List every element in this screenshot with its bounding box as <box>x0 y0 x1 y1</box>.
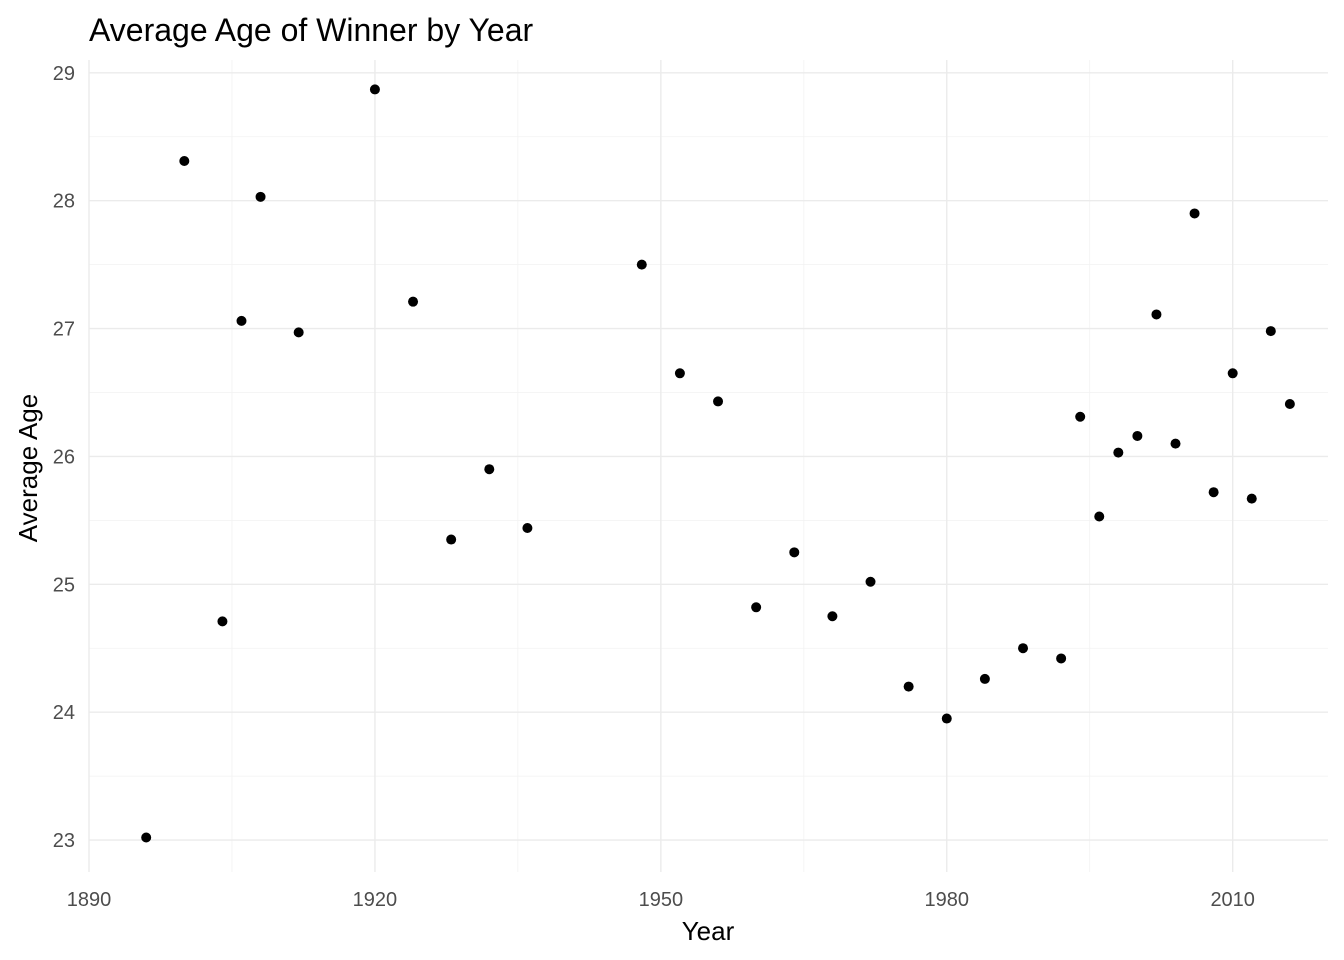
major-gridlines <box>88 60 1328 872</box>
x-tick-label: 1890 <box>67 889 112 911</box>
x-tick-label: 2010 <box>1210 889 1255 911</box>
data-point <box>1189 208 1200 219</box>
y-tick-label: 25 <box>53 574 75 596</box>
y-axis-tick-labels: 23 24 25 26 27 28 29 <box>53 63 75 852</box>
data-point <box>217 616 228 627</box>
data-point <box>865 576 876 587</box>
data-point <box>979 673 990 684</box>
data-point <box>789 547 800 558</box>
y-tick-label: 23 <box>53 830 75 852</box>
x-tick-label: 1920 <box>353 889 398 911</box>
data-point <box>1227 368 1238 379</box>
y-tick-label: 29 <box>53 63 75 85</box>
data-point <box>369 84 380 95</box>
data-point <box>713 396 724 407</box>
data-point <box>1113 447 1124 458</box>
data-point <box>408 296 419 307</box>
data-point <box>1151 309 1162 320</box>
x-axis-tick-labels: 1890 1920 1950 1980 2010 <box>67 889 1255 911</box>
data-point <box>1018 643 1029 654</box>
data-point <box>941 713 952 724</box>
data-point <box>1170 438 1181 449</box>
data-point <box>255 191 266 202</box>
x-axis-title: Year <box>682 916 735 946</box>
data-point <box>674 368 685 379</box>
data-point <box>1056 653 1067 664</box>
data-point <box>484 464 495 475</box>
data-point <box>446 534 457 545</box>
data-point <box>1284 398 1295 409</box>
y-tick-label: 26 <box>53 446 75 468</box>
data-point <box>1094 511 1105 522</box>
data-point <box>236 315 247 326</box>
y-tick-label: 28 <box>53 191 75 213</box>
y-tick-label: 24 <box>53 702 75 724</box>
x-tick-label: 1950 <box>639 889 684 911</box>
data-point <box>1075 411 1086 422</box>
minor-gridlines <box>89 60 1328 872</box>
data-points <box>141 84 1295 843</box>
data-point <box>293 327 304 338</box>
data-point <box>903 681 914 692</box>
data-point <box>1132 430 1143 441</box>
chart-title: Average Age of Winner by Year <box>89 12 534 48</box>
y-axis-title: Average Age <box>13 394 43 542</box>
data-point <box>1265 326 1276 337</box>
data-point <box>1208 487 1219 498</box>
data-point <box>827 611 838 622</box>
data-point <box>141 832 152 843</box>
data-point <box>522 523 533 534</box>
data-point <box>1246 493 1257 504</box>
data-point <box>751 602 762 613</box>
data-point <box>636 259 647 270</box>
data-point <box>179 156 190 167</box>
x-tick-label: 1980 <box>925 889 970 911</box>
y-tick-label: 27 <box>53 319 75 341</box>
